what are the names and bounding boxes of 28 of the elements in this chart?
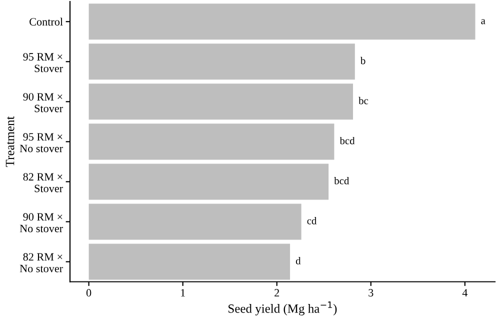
x-axis-title: Seed yield (Mg ha$^{−1}$) xyxy=(228,302,337,316)
y-tick-label: 82 RM × No stover xyxy=(20,253,63,272)
x-tick-label: 4 xyxy=(462,289,468,296)
data-label: bcd xyxy=(340,136,355,144)
y-tick-label: 82 RM × Stover xyxy=(23,173,63,192)
data-label: b xyxy=(360,56,366,64)
x-tick-label: 1 xyxy=(181,289,185,296)
bar xyxy=(88,4,476,40)
bar xyxy=(88,44,355,80)
x-tick-label: 3 xyxy=(368,289,374,297)
y-axis-title: Treatment xyxy=(6,116,14,167)
x-tick-label: 0 xyxy=(86,289,92,297)
bar xyxy=(88,204,302,240)
data-label: d xyxy=(296,257,301,264)
y-tick-label: Control xyxy=(30,18,63,26)
y-tick-label: 90 RM × No stover xyxy=(20,213,63,232)
data-label: bcd xyxy=(334,176,350,184)
data-label: a xyxy=(481,19,486,24)
data-label: cd xyxy=(307,216,317,224)
y-tick-label: 90 RM × Stover xyxy=(23,93,63,112)
y-tick-label: 95 RM × Stover xyxy=(23,53,63,72)
bar xyxy=(88,244,290,280)
bar xyxy=(88,84,354,120)
data-label: bc xyxy=(358,96,368,104)
y-tick-label: 95 RM × No stover xyxy=(20,133,63,152)
x-tick-label: 2 xyxy=(274,289,280,296)
bar xyxy=(88,124,334,160)
bar xyxy=(88,164,329,200)
